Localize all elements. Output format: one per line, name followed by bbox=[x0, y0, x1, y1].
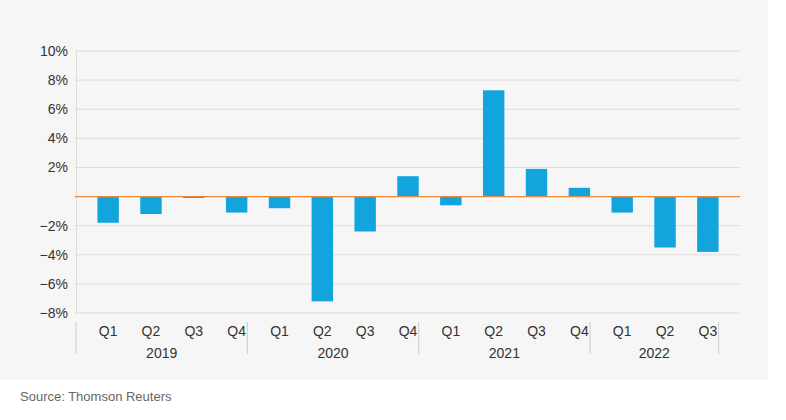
bar bbox=[140, 197, 161, 214]
grid-line bbox=[75, 283, 740, 284]
bar bbox=[483, 90, 504, 196]
group-separator bbox=[76, 322, 77, 354]
x-groups: 2019 2020 2021 2022 bbox=[76, 322, 719, 361]
bar bbox=[654, 197, 675, 248]
y-tick: 4% bbox=[48, 130, 76, 146]
x-tick: Q2 bbox=[142, 322, 161, 339]
y-tick-label: 10% bbox=[40, 43, 68, 59]
y-tick-label: 6% bbox=[48, 101, 68, 117]
bar bbox=[440, 197, 461, 206]
x-tick-label: Q2 bbox=[142, 323, 161, 339]
x-tick-label: Q1 bbox=[613, 323, 632, 339]
bar bbox=[397, 176, 418, 196]
source: Source: Thomson Reuters bbox=[20, 389, 172, 404]
bar bbox=[312, 197, 333, 302]
y-tick: 6% bbox=[48, 101, 76, 117]
group-separator bbox=[590, 322, 591, 354]
x-tick: Q3 bbox=[356, 322, 375, 339]
y-tick: −8% bbox=[40, 305, 76, 321]
y-tick: 2% bbox=[48, 159, 76, 175]
x-tick-label: Q3 bbox=[184, 323, 203, 339]
background bbox=[0, 0, 768, 380]
bar bbox=[697, 197, 718, 252]
x-tick: Q1 bbox=[99, 322, 118, 339]
y-tick-label: 4% bbox=[48, 130, 68, 146]
x-tick-label: Q3 bbox=[356, 323, 375, 339]
x-tick: Q1 bbox=[270, 322, 289, 339]
x-tick-label: Q2 bbox=[484, 323, 503, 339]
grid-line bbox=[75, 138, 740, 139]
bar bbox=[526, 169, 547, 197]
grid-line bbox=[75, 80, 740, 81]
x-tick-label: Q1 bbox=[270, 323, 289, 339]
y-tick: −4% bbox=[40, 247, 76, 263]
grid bbox=[75, 51, 740, 313]
baseline bbox=[75, 196, 740, 197]
y-tick: 10% bbox=[40, 43, 76, 59]
x-tick: Q3 bbox=[699, 322, 718, 339]
x-tick-label: Q2 bbox=[313, 323, 332, 339]
grid-line bbox=[75, 225, 740, 226]
y-tick: −6% bbox=[40, 276, 76, 292]
group-label: 2021 bbox=[489, 345, 520, 361]
x-tick: Q4 bbox=[570, 322, 589, 339]
bar bbox=[611, 197, 632, 213]
x-tick-label: Q1 bbox=[441, 323, 460, 339]
x-tick-label: Q3 bbox=[699, 323, 718, 339]
x-tick-label: Q4 bbox=[570, 323, 589, 339]
y-tick-label: −2% bbox=[40, 218, 68, 234]
grid-line bbox=[75, 313, 740, 314]
x-tick-label: Q2 bbox=[656, 323, 675, 339]
x-tick: Q2 bbox=[313, 322, 332, 339]
x-tick-label: Q1 bbox=[99, 323, 118, 339]
y-tick-label: 8% bbox=[48, 72, 68, 88]
group-label: 2022 bbox=[639, 345, 670, 361]
y-tick-label: −6% bbox=[40, 276, 68, 292]
x-tick: Q2 bbox=[484, 322, 503, 339]
y-tick: 8% bbox=[48, 72, 76, 88]
x-tick-label: Q3 bbox=[527, 323, 546, 339]
y-axis: −8% −6% −4% −2% 2% 4% 6% 8% 10% bbox=[40, 43, 77, 321]
group-separator bbox=[418, 322, 419, 354]
x-axis: Q1 Q2 Q3 Q4 Q1 Q2 Q3 Q4 Q1 Q2 Q3 Q4 Q1 Q2 Q3 bbox=[99, 322, 718, 339]
x-tick-label: Q4 bbox=[399, 323, 418, 339]
bar bbox=[226, 197, 247, 213]
group-label: 2019 bbox=[146, 345, 177, 361]
group-label: 2020 bbox=[317, 345, 348, 361]
bar bbox=[569, 188, 590, 197]
y-tick-label: −4% bbox=[40, 247, 68, 263]
bar bbox=[97, 197, 118, 223]
x-tick: Q4 bbox=[227, 322, 246, 339]
bars bbox=[97, 90, 718, 301]
x-tick: Q2 bbox=[656, 322, 675, 339]
grid-line bbox=[75, 167, 740, 168]
x-tick-label: Q4 bbox=[227, 323, 246, 339]
x-tick: Q3 bbox=[184, 322, 203, 339]
x-tick: Q1 bbox=[441, 322, 460, 339]
grid-line bbox=[75, 51, 740, 52]
bar bbox=[354, 197, 375, 232]
y-axis-line bbox=[76, 52, 77, 314]
x-tick: Q4 bbox=[399, 322, 418, 339]
group-separator bbox=[718, 322, 719, 354]
bar bbox=[269, 197, 290, 209]
x-tick: Q1 bbox=[613, 322, 632, 339]
group-separator bbox=[247, 322, 248, 354]
x-tick: Q3 bbox=[527, 322, 546, 339]
grid-line bbox=[75, 109, 740, 110]
y-tick-label: −8% bbox=[40, 305, 68, 321]
y-tick: −2% bbox=[40, 218, 76, 234]
y-tick-label: 2% bbox=[48, 159, 68, 175]
grid-line bbox=[75, 254, 740, 255]
